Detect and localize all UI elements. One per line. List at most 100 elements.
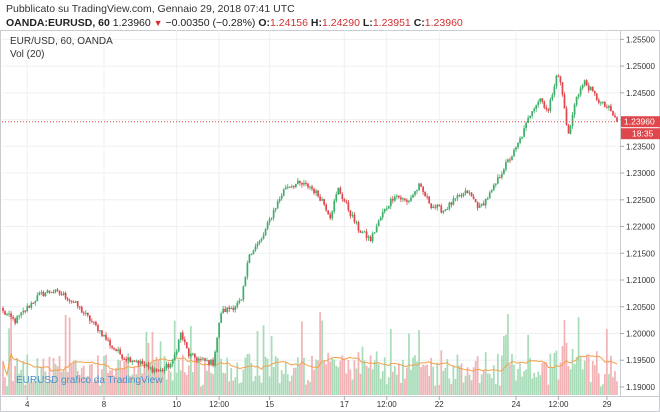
candle-body: [18, 315, 21, 317]
volume-bar: [60, 371, 63, 395]
volume-bar: [345, 373, 348, 395]
candle-body: [460, 195, 463, 197]
volume-bar: [210, 372, 212, 395]
volume-bar: [171, 380, 174, 395]
open-value: 1.24156: [270, 17, 308, 29]
candle-body: [373, 232, 376, 234]
candle-body: [76, 301, 79, 307]
volume-bar: [389, 328, 392, 395]
x-tick-label: 10: [172, 400, 181, 409]
candle-body: [143, 364, 146, 366]
price-chart[interactable]: 1.255001.250001.245001.240001.235001.230…: [0, 30, 660, 412]
candle-body: [206, 360, 208, 362]
volume-bar: [181, 354, 184, 395]
watermark[interactable]: EURUSD grafico da TradingView: [16, 375, 163, 386]
candle-body: [331, 211, 334, 219]
volume-bar: [117, 359, 119, 395]
volume-bar: [226, 357, 229, 395]
volume-bar: [270, 336, 273, 395]
candle-body: [62, 292, 65, 295]
candle-body: [74, 301, 77, 303]
volume-bar: [418, 329, 420, 395]
volume-bar: [125, 359, 128, 395]
candle-body: [145, 364, 148, 366]
volume-bar: [349, 369, 352, 395]
volume-bar: [496, 353, 499, 395]
candle-body: [375, 226, 378, 233]
candle-body: [131, 360, 134, 363]
volume-bar: [185, 374, 188, 395]
volume-bar: [414, 355, 416, 395]
candle-body: [573, 104, 576, 115]
volume-bar: [74, 360, 77, 395]
candle-body: [321, 199, 323, 201]
candle-body: [478, 205, 481, 208]
volume-bar: [357, 352, 360, 395]
volume-bar: [58, 355, 61, 395]
candle-body: [345, 201, 348, 203]
price-axis[interactable]: 1.255001.250001.245001.240001.235001.230…: [620, 35, 655, 392]
volume-bar: [527, 334, 529, 395]
volume-bar: [561, 346, 564, 395]
y-tick-label: 1.25500: [626, 35, 655, 44]
candle-body: [468, 192, 471, 194]
candle-body: [351, 214, 354, 216]
volume-bar: [119, 360, 122, 395]
candle-body: [234, 306, 237, 310]
volume-bar: [153, 361, 156, 395]
volume-bar: [456, 354, 459, 395]
candle-body: [129, 357, 132, 363]
candle-body: [325, 204, 328, 211]
x-tick-label: 4: [25, 400, 30, 409]
candle-body: [333, 200, 336, 212]
candle-body: [155, 369, 158, 371]
candle-body: [591, 87, 594, 91]
candle-body: [177, 339, 180, 352]
y-tick-label: 1.23500: [626, 142, 655, 151]
candle-body: [589, 87, 592, 91]
symbol-label: OANDA:EURUSD, 60: [6, 17, 110, 29]
volume-bar: [531, 378, 534, 395]
high-value: 1.24290: [322, 17, 360, 29]
x-tick-label: 12:00: [209, 400, 230, 409]
volume-bar: [470, 380, 473, 395]
candle-body: [260, 238, 263, 241]
volume-bar: [337, 367, 340, 395]
candle-body: [343, 198, 346, 202]
volume-bar: [34, 381, 37, 395]
volume-bar: [525, 369, 527, 395]
volume-bar: [44, 371, 47, 395]
candle-body: [149, 367, 152, 369]
candle-body: [515, 147, 517, 150]
volume-bar: [155, 356, 158, 395]
candle-body: [385, 208, 388, 210]
volume-bar: [559, 362, 562, 395]
volume-bar: [507, 313, 509, 395]
volume-bar: [339, 360, 342, 395]
candle-body: [84, 312, 87, 314]
candle-body: [486, 198, 489, 200]
volume-bar: [280, 370, 283, 395]
volume-bar: [262, 325, 265, 395]
candle-body: [529, 115, 532, 118]
candle-body: [66, 298, 69, 301]
candle-body: [12, 317, 14, 319]
volume-indicator-label[interactable]: Vol (20): [10, 49, 45, 60]
candle-body: [420, 183, 422, 187]
candle-body: [26, 305, 29, 312]
candle-body: [44, 293, 47, 297]
candle-body: [519, 138, 521, 144]
candle-body: [583, 80, 586, 86]
time-axis[interactable]: 4 8 10 12:00 15 17 12:00 22 24 12:00 29: [25, 396, 612, 409]
last-price-tag: 1.23960 18:35: [621, 116, 660, 140]
volume-bar: [480, 374, 483, 395]
candle-body: [614, 115, 616, 118]
volume-bar: [163, 356, 166, 395]
candle-body: [268, 219, 271, 223]
volume-bar: [218, 339, 220, 395]
volume-bar: [424, 365, 426, 395]
quote-line: OANDA:EURUSD, 60 1.23960 ▼ −0.00350 (−0.…: [6, 17, 463, 29]
volume-bar: [541, 362, 544, 395]
volume-bar: [460, 363, 463, 395]
chart-border: [0, 30, 660, 412]
